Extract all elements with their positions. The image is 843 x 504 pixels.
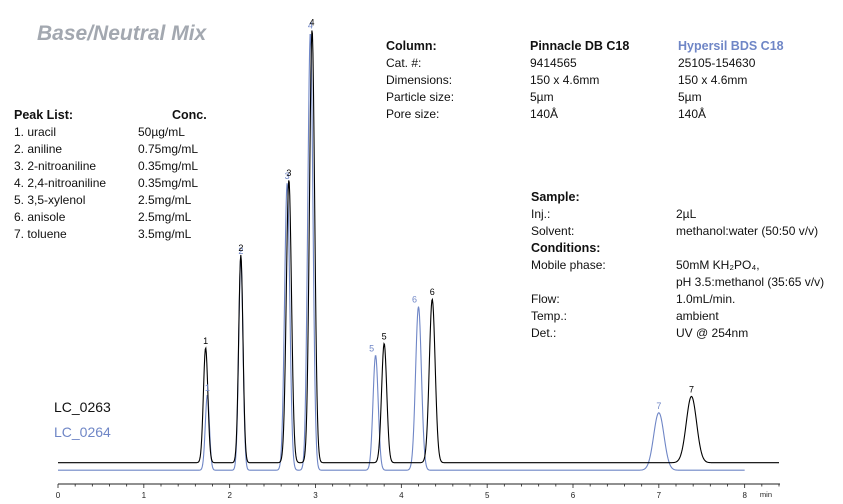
column-name-1: Pinnacle DB C18 bbox=[530, 39, 630, 53]
flow-label: Flow: bbox=[531, 292, 560, 306]
column-value-2-1: 25105-154630 bbox=[678, 56, 756, 70]
sample-inj-value: 2µL bbox=[676, 207, 697, 221]
column-labels: Column: Cat. #: Dimensions: Particle size:… bbox=[386, 38, 454, 123]
peak-name-6: 6. anisole bbox=[14, 210, 66, 224]
column-row-label-1: Cat. #: bbox=[386, 56, 422, 70]
traces bbox=[58, 30, 779, 471]
peak-label-7-lc-0264: 7 bbox=[656, 401, 661, 411]
peak-label-1-lc-0264: 1 bbox=[205, 383, 210, 393]
column-row-label-4: Pore size: bbox=[386, 107, 440, 121]
x-tick-label: 2 bbox=[227, 491, 232, 500]
peak-conc-list: Conc. 50µg/mL 0.75mg/mL 0.35mg/mL 0.35mg/mL… bbox=[138, 107, 207, 243]
peak-name-7: 7. toluene bbox=[14, 227, 67, 241]
temp-label: Temp.: bbox=[531, 309, 568, 323]
legend-lc0264: LC_0264 bbox=[54, 424, 111, 440]
x-tick-label: 7 bbox=[657, 491, 662, 500]
peak-name-4: 4. 2,4-nitroaniline bbox=[14, 176, 107, 190]
column-value-2-4: 140Å bbox=[678, 107, 707, 121]
conc-header: Conc. bbox=[172, 108, 207, 122]
peak-label-3-lc-0263: 3 bbox=[286, 168, 291, 178]
column-row-label-3: Particle size: bbox=[386, 90, 455, 104]
column-values-1: Pinnacle DB C18 9414565 150 x 4.6mm 5µm 140… bbox=[530, 38, 629, 123]
peak-name-5: 5. 3,5-xylenol bbox=[14, 193, 86, 207]
x-axis-ticks: 0 1 2 3 4 5 6 7 8 bbox=[56, 484, 780, 500]
peak-label-6-lc-0264: 6 bbox=[412, 295, 417, 305]
peak-list-header: Peak List: bbox=[14, 108, 74, 122]
peak-name-2: 2. aniline bbox=[14, 142, 63, 156]
column-value-1-1: 9414565 bbox=[530, 56, 577, 70]
peak-conc-7: 3.5mg/mL bbox=[138, 227, 192, 241]
x-tick-label: 5 bbox=[485, 491, 490, 500]
peak-conc-3: 0.35mg/mL bbox=[138, 159, 199, 173]
mobile-phase-value-2: pH 3.5:methanol (35:65 v/v) bbox=[676, 275, 825, 289]
peak-label-6-lc-0263: 6 bbox=[430, 287, 435, 297]
sample-inj-label: Inj.: bbox=[531, 207, 551, 221]
x-tick-label: 1 bbox=[142, 491, 147, 500]
peak-names: 1. uracil 2. aniline 3. 2-nitroaniline 4. 2… bbox=[14, 124, 106, 243]
peak-conc-2: 0.75mg/mL bbox=[138, 142, 199, 156]
peak-conc-1: 50µg/mL bbox=[138, 125, 185, 139]
sample-conditions-values: 2µL methanol:water (50:50 v/v) 50mM KH₂P… bbox=[676, 189, 824, 342]
column-value-2-2: 150 x 4.6mm bbox=[678, 73, 748, 87]
peak-label-7-lc-0263: 7 bbox=[689, 384, 694, 394]
peak-label-4-lc-0264: 4 bbox=[308, 21, 313, 31]
column-value-1-2: 150 x 4.6mm bbox=[530, 73, 600, 87]
chart-title: Base/Neutral Mix bbox=[37, 22, 207, 45]
x-tick-label: 6 bbox=[571, 491, 576, 500]
sample-solvent-value: methanol:water (50:50 v/v) bbox=[676, 224, 819, 238]
det-label: Det.: bbox=[531, 326, 557, 340]
peak-conc-6: 2.5mg/mL bbox=[138, 210, 192, 224]
column-header: Column: bbox=[386, 39, 437, 53]
column-name-2: Hypersil BDS C18 bbox=[678, 39, 784, 53]
sample-header: Sample: bbox=[531, 190, 580, 204]
peak-label-2-lc-0264: 2 bbox=[238, 246, 243, 256]
peak-label-1-lc-0263: 1 bbox=[203, 336, 208, 346]
x-axis-unit-label: min bbox=[760, 490, 772, 499]
column-value-1-4: 140Å bbox=[530, 107, 559, 121]
peak-name-3: 3. 2-nitroaniline bbox=[14, 159, 97, 173]
peak-conc-4: 0.35mg/mL bbox=[138, 176, 199, 190]
peak-conc-5: 2.5mg/mL bbox=[138, 193, 192, 207]
peak-list: Peak List: 1. uracil 2. aniline 3. 2-nitro… bbox=[14, 107, 106, 243]
column-value-2-3: 5µm bbox=[678, 90, 702, 104]
peak-name-1: 1. uracil bbox=[14, 125, 57, 139]
mobile-phase-value-1: 50mM KH₂PO₄, bbox=[676, 258, 760, 272]
conditions-header: Conditions: bbox=[531, 241, 601, 255]
peak-label-5-lc-0264: 5 bbox=[369, 343, 374, 353]
mobile-phase-label: Mobile phase: bbox=[531, 258, 606, 272]
trace-lc-0263 bbox=[58, 30, 779, 464]
temp-value: ambient bbox=[676, 309, 719, 323]
x-tick-label: 4 bbox=[399, 491, 404, 500]
column-row-label-2: Dimensions: bbox=[386, 73, 453, 87]
trace-lc-0264 bbox=[58, 34, 745, 471]
det-value: UV @ 254nm bbox=[676, 326, 749, 340]
column-values-2: Hypersil BDS C18 25105-154630 150 x 4.6mm… bbox=[678, 38, 784, 123]
sample-solvent-label: Solvent: bbox=[531, 224, 575, 238]
column-value-1-3: 5µm bbox=[530, 90, 554, 104]
x-tick-label: 0 bbox=[56, 491, 61, 500]
x-tick-label: 3 bbox=[313, 491, 318, 500]
x-tick-label: 8 bbox=[742, 491, 747, 500]
peak-concs: 50µg/mL 0.75mg/mL 0.35mg/mL 0.35mg/mL 2.5mg/… bbox=[138, 124, 207, 243]
flow-value: 1.0mL/min. bbox=[676, 292, 736, 306]
peak-label-3-lc-0264: 3 bbox=[285, 171, 290, 181]
peak-label-2-lc-0263: 2 bbox=[238, 243, 243, 253]
legend-lc0263: LC_0263 bbox=[54, 399, 111, 415]
sample-conditions-labels: Sample: Inj.: Solvent: Conditions: Mobil… bbox=[531, 189, 606, 342]
peak-label-5-lc-0263: 5 bbox=[382, 331, 387, 341]
peak-label-4-lc-0263: 4 bbox=[310, 18, 315, 28]
